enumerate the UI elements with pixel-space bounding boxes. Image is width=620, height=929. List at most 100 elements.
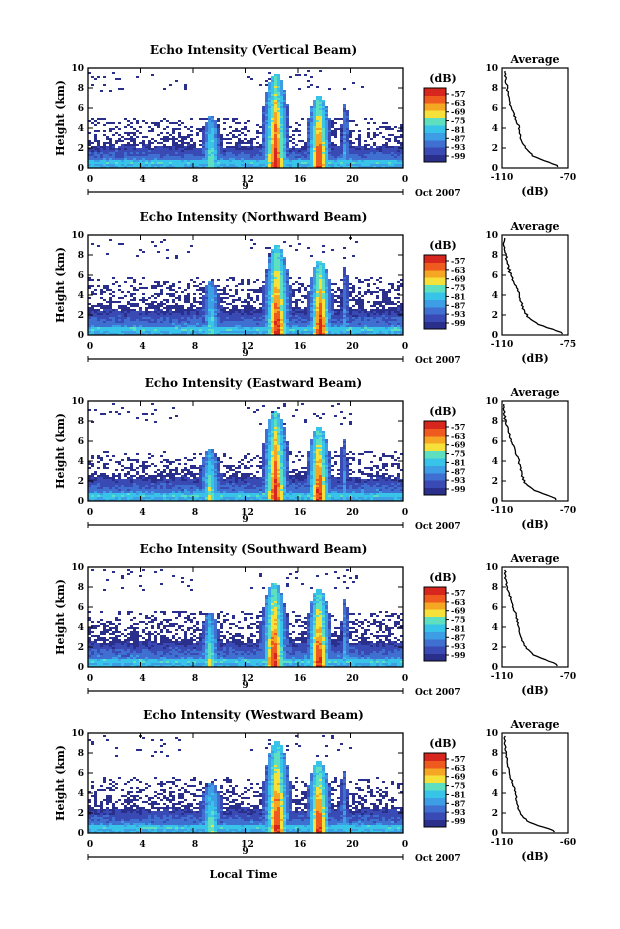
heatmap-cell — [259, 291, 262, 293]
heatmap-cell — [91, 305, 94, 307]
heatmap-cell — [280, 257, 283, 259]
heatmap-cell — [286, 275, 289, 277]
heatmap-cell — [271, 108, 274, 110]
heatmap-cell — [280, 146, 283, 148]
heatmap-cell — [346, 150, 349, 152]
heatmap-cell — [139, 317, 142, 319]
heatmap-cell — [253, 291, 256, 293]
heatmap-cell — [223, 166, 226, 168]
heatmap-cell — [361, 307, 364, 309]
heatmap-cell — [277, 303, 280, 305]
heatmap-cell — [310, 307, 313, 309]
heatmap-cell — [337, 164, 340, 166]
heatmap-cell — [385, 146, 388, 148]
heatmap-cell — [337, 295, 340, 297]
heatmap-cell — [139, 319, 142, 321]
heatmap-cell — [238, 156, 241, 158]
heatmap-cell — [172, 325, 175, 327]
heatmap-cell — [301, 148, 304, 150]
heatmap-cell — [364, 118, 367, 120]
heatmap-cell — [160, 160, 163, 162]
heatmap-cell — [289, 317, 292, 319]
heatmap-cell — [343, 116, 346, 118]
heatmap-cell — [325, 132, 328, 134]
heatmap-cell — [304, 319, 307, 321]
heatmap-cell — [274, 321, 277, 323]
heatmap-cell — [322, 313, 325, 315]
heatmap-cell — [139, 150, 142, 152]
heatmap-cell — [160, 331, 163, 333]
heatmap-cell — [127, 307, 130, 309]
heatmap-cell — [400, 307, 403, 309]
heatmap-cell — [370, 138, 373, 140]
heatmap-cell — [214, 128, 217, 130]
heatmap-cell — [151, 130, 154, 132]
heatmap-cell — [346, 327, 349, 329]
heatmap-cell — [181, 315, 184, 317]
heatmap-cell — [211, 120, 214, 122]
heatmap-cell — [346, 333, 349, 335]
heatmap-cell — [181, 154, 184, 156]
heatmap-cell — [241, 309, 244, 311]
heatmap-cell — [208, 301, 211, 303]
heatmap-cell — [211, 140, 214, 142]
heatmap-cell — [208, 144, 211, 146]
heatmap-cell — [385, 331, 388, 333]
heatmap-cell — [217, 311, 220, 313]
heatmap-cell — [280, 100, 283, 102]
heatmap-cell — [88, 475, 91, 477]
heatmap-cell — [313, 130, 316, 132]
heatmap-cell — [214, 301, 217, 303]
heatmap-cell — [343, 104, 346, 106]
heatmap-cell — [97, 164, 100, 166]
heatmap-cell — [256, 154, 259, 156]
heatmap-cell — [103, 156, 106, 158]
heatmap-cell — [151, 150, 154, 152]
heatmap-cell — [235, 136, 238, 138]
heatmap-cell — [304, 323, 307, 325]
panel-3: Echo Intensity (Eastward Beam)0246810Hei… — [54, 376, 466, 532]
heatmap-cell — [133, 325, 136, 327]
heatmap-cell — [319, 267, 322, 269]
heatmap-cell — [106, 329, 109, 331]
heatmap-cell — [376, 301, 379, 303]
heatmap-cell — [94, 130, 97, 132]
heatmap-cell — [211, 317, 214, 319]
heatmap-cell — [265, 152, 268, 154]
heatmap-cell — [253, 319, 256, 321]
heatmap-cell — [109, 489, 112, 491]
heatmap-cell — [394, 323, 397, 325]
heatmap-cell — [280, 329, 283, 331]
heatmap-cell — [289, 150, 292, 152]
heatmap-cell — [313, 132, 316, 134]
heatmap-cell — [325, 140, 328, 142]
heatmap-cell — [295, 329, 298, 331]
heatmap-cell — [172, 122, 175, 124]
heatmap-cell — [181, 307, 184, 309]
heatmap-cell — [190, 150, 193, 152]
heatmap-cell — [388, 315, 391, 317]
heatmap-cell — [346, 120, 349, 122]
heatmap-cell — [175, 148, 178, 150]
heatmap-cell — [397, 313, 400, 315]
heatmap-cell — [94, 409, 97, 411]
heatmap-cell — [394, 156, 397, 158]
heatmap-cell — [385, 148, 388, 150]
heatmap-cell — [346, 321, 349, 323]
heatmap-cell — [193, 156, 196, 158]
heatmap-cell — [313, 299, 316, 301]
heatmap-cell — [385, 152, 388, 154]
heatmap-cell — [334, 148, 337, 150]
heatmap-cell — [334, 154, 337, 156]
heatmap-cell — [268, 116, 271, 118]
heatmap-cell — [391, 285, 394, 287]
heatmap-cell — [202, 150, 205, 152]
heatmap-cell — [277, 277, 280, 279]
heatmap-cell — [385, 144, 388, 146]
heatmap-cell — [280, 92, 283, 94]
heatmap-cell — [193, 305, 196, 307]
heatmap-cell — [124, 150, 127, 152]
heatmap-cell — [142, 251, 145, 253]
heatmap-cell — [334, 164, 337, 166]
heatmap-cell — [178, 160, 181, 162]
